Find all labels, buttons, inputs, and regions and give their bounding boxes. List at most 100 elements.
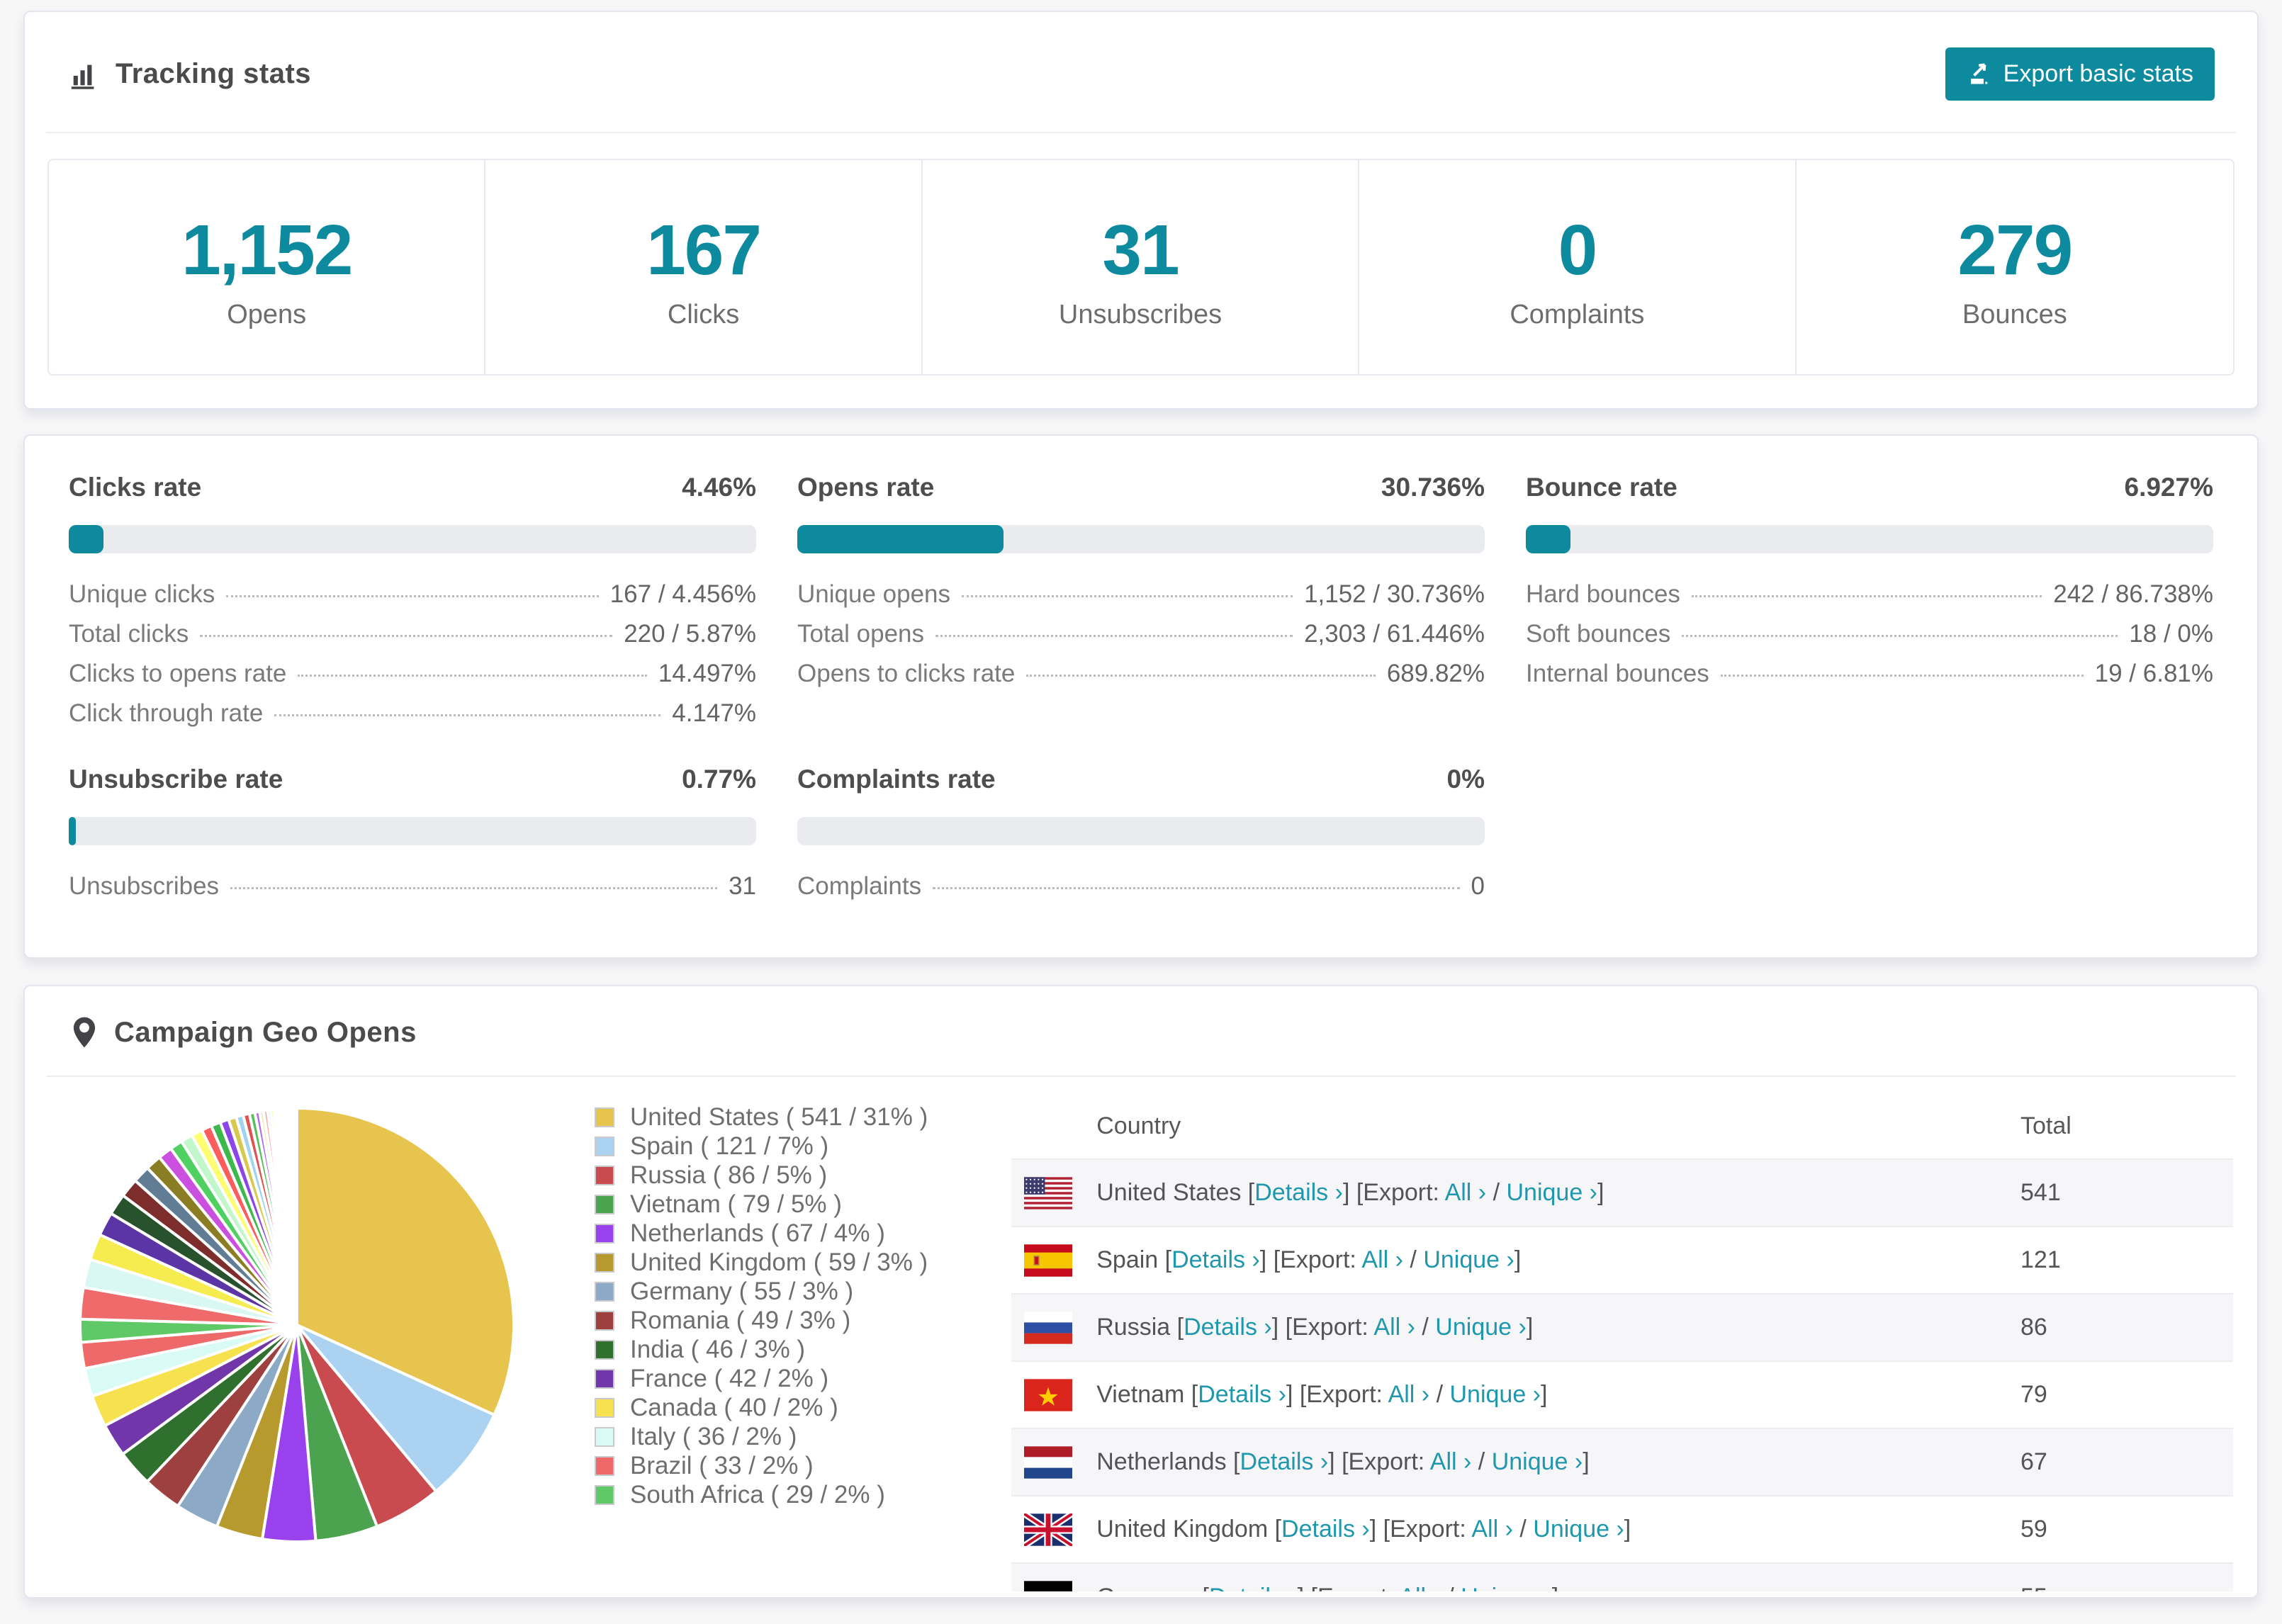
- pie-legend: United States ( 541 / 31% ) Spain ( 121 /…: [595, 1103, 928, 1591]
- stat-row-label: Unique clicks: [69, 580, 215, 608]
- campaign-geo-opens-card: Campaign Geo Opens United States ( 541 /…: [23, 985, 2259, 1598]
- export-basic-stats-button[interactable]: Export basic stats: [1945, 47, 2215, 101]
- legend-label: India ( 46 / 3% ): [630, 1335, 806, 1363]
- geo-table-row-us: United States [Details ›] [Export: All ›…: [1011, 1159, 2233, 1227]
- geo-table-row-ru: Russia [Details ›] [Export: All › / Uniq…: [1011, 1294, 2233, 1361]
- legend-label: Spain ( 121 / 7% ): [630, 1132, 829, 1160]
- geo-total-cell: 121: [2020, 1246, 2061, 1273]
- details-link[interactable]: Details ›: [1171, 1246, 1260, 1273]
- dotted-leader: [230, 887, 718, 889]
- rate-block-complaints-rate: Complaints rate 0% Complaints 0: [797, 765, 1485, 905]
- country-name: Germany [: [1096, 1584, 1209, 1592]
- vn-flag-icon: [1024, 1378, 1096, 1411]
- details-link[interactable]: Details ›: [1240, 1448, 1329, 1475]
- export-all-link[interactable]: All ›: [1399, 1584, 1441, 1592]
- dotted-leader: [298, 675, 647, 677]
- geo-country-cell: Netherlands [Details ›] [Export: All › /…: [1096, 1428, 2020, 1496]
- stat-row-label: Soft bounces: [1526, 620, 1671, 648]
- geo-total-cell: 86: [2020, 1314, 2047, 1341]
- legend-swatch: [595, 1368, 614, 1389]
- geo-country-cell: Vietnam [Details ›] [Export: All › / Uni…: [1096, 1361, 2020, 1428]
- stat-row-value: 0: [1471, 872, 1485, 900]
- export-all-link[interactable]: All ›: [1444, 1179, 1487, 1206]
- export-unique-link[interactable]: Unique ›: [1506, 1179, 1597, 1206]
- details-link[interactable]: Details ›: [1184, 1314, 1272, 1341]
- stat-row-value: 19 / 6.81%: [2094, 660, 2213, 687]
- geo-total-cell: 55: [2020, 1563, 2233, 1592]
- link-separator: /: [1486, 1179, 1507, 1206]
- export-unique-link[interactable]: Unique ›: [1533, 1516, 1624, 1543]
- bracket-close: ]: [1526, 1314, 1534, 1341]
- legend-swatch: [595, 1252, 614, 1273]
- export-unique-link[interactable]: Unique ›: [1435, 1314, 1527, 1341]
- rate-progress-fill: [69, 525, 103, 553]
- legend-item: Germany ( 55 / 3% ): [595, 1277, 928, 1306]
- export-all-link[interactable]: All ›: [1361, 1246, 1403, 1273]
- legend-label: United Kingdom ( 59 / 3% ): [630, 1248, 928, 1276]
- legend-label: Italy ( 36 / 2% ): [630, 1422, 797, 1450]
- legend-swatch: [595, 1484, 614, 1505]
- geo-table-header-row: Country Total: [1011, 1094, 2233, 1159]
- stat-row-value: 242 / 86.738%: [2053, 580, 2213, 608]
- rate-block-unsubscribe-rate: Unsubscribe rate 0.77% Unsubscribes 31: [69, 765, 756, 905]
- details-link[interactable]: Details ›: [1281, 1516, 1370, 1543]
- export-all-link[interactable]: All ›: [1388, 1381, 1430, 1408]
- summary-label: Opens: [227, 300, 307, 329]
- stat-row: Soft bounces 18 / 0%: [1526, 613, 2213, 653]
- geo-header: Campaign Geo Opens: [25, 986, 2257, 1076]
- bracket-close: ]: [1552, 1584, 1558, 1592]
- pie-slice[interactable]: [294, 1107, 298, 1326]
- rate-value: 30.736%: [1381, 473, 1485, 502]
- map-pin-icon: [70, 1016, 99, 1049]
- link-separator: /: [1471, 1448, 1492, 1475]
- details-link[interactable]: Details ›: [1198, 1381, 1286, 1408]
- stat-row-label: Total opens: [797, 620, 925, 648]
- total-column-header: Total: [2020, 1112, 2072, 1139]
- geo-country-cell: Spain [Details ›] [Export: All › / Uniqu…: [1096, 1227, 2020, 1294]
- legend-item: Romania ( 49 / 3% ): [595, 1306, 928, 1335]
- legend-swatch: [595, 1165, 614, 1185]
- summary-cell-unsubscribes: 31 Unsubscribes: [923, 160, 1360, 374]
- country-name: Spain [: [1096, 1246, 1172, 1273]
- country-name: Russia [: [1096, 1314, 1184, 1341]
- summary-value: 167: [646, 210, 762, 290]
- rate-title: Complaints rate: [797, 765, 996, 794]
- pie-slice[interactable]: [296, 1324, 496, 1493]
- legend-label: Vietnam ( 79 / 5% ): [630, 1190, 842, 1218]
- stat-row: Unique opens 1,152 / 30.736%: [797, 573, 1485, 613]
- export-all-link[interactable]: All ›: [1373, 1314, 1415, 1341]
- rate-value: 0.77%: [682, 765, 756, 794]
- rate-title: Opens rate: [797, 473, 935, 502]
- flag-column-header: [1011, 1094, 1096, 1159]
- legend-swatch: [595, 1194, 614, 1214]
- export-unique-link[interactable]: Unique ›: [1461, 1584, 1552, 1592]
- rate-progress-fill: [1526, 525, 1571, 553]
- export-unique-link[interactable]: Unique ›: [1423, 1246, 1514, 1273]
- export-unique-link[interactable]: Unique ›: [1449, 1381, 1541, 1408]
- export-all-link[interactable]: All ›: [1471, 1516, 1513, 1543]
- stat-row-label: Hard bounces: [1526, 580, 1680, 608]
- legend-label: United States ( 541 / 31% ): [630, 1103, 928, 1131]
- dotted-leader: [935, 635, 1293, 637]
- dotted-leader: [226, 595, 599, 597]
- legend-item: Russia ( 86 / 5% ): [595, 1161, 928, 1190]
- geo-country-cell: United Kingdom [Details ›] [Export: All …: [1096, 1496, 2020, 1563]
- legend-swatch: [595, 1397, 614, 1418]
- geo-title: Campaign Geo Opens: [114, 1016, 417, 1048]
- summary-cell-bounces: 279 Bounces: [1797, 160, 2233, 374]
- legend-item: United Kingdom ( 59 / 3% ): [595, 1248, 928, 1277]
- details-link[interactable]: Details ›: [1254, 1179, 1343, 1206]
- legend-label: France ( 42 / 2% ): [630, 1364, 829, 1392]
- pie-slice[interactable]: [296, 1107, 515, 1416]
- dotted-leader: [1682, 635, 2118, 637]
- dotted-leader: [274, 714, 661, 716]
- export-all-link[interactable]: All ›: [1429, 1448, 1472, 1475]
- stat-row-value: 4.147%: [672, 699, 756, 727]
- geo-total-cell: 541: [2020, 1179, 2061, 1206]
- geo-table-wrap: Country Total United States [Details ›] …: [1011, 1094, 2233, 1591]
- export-unique-link[interactable]: Unique ›: [1491, 1448, 1583, 1475]
- export-button-label: Export basic stats: [2003, 60, 2193, 87]
- link-separator: /: [1441, 1584, 1461, 1592]
- stat-row-value: 220 / 5.87%: [624, 620, 756, 648]
- details-link[interactable]: Details ›: [1209, 1584, 1298, 1592]
